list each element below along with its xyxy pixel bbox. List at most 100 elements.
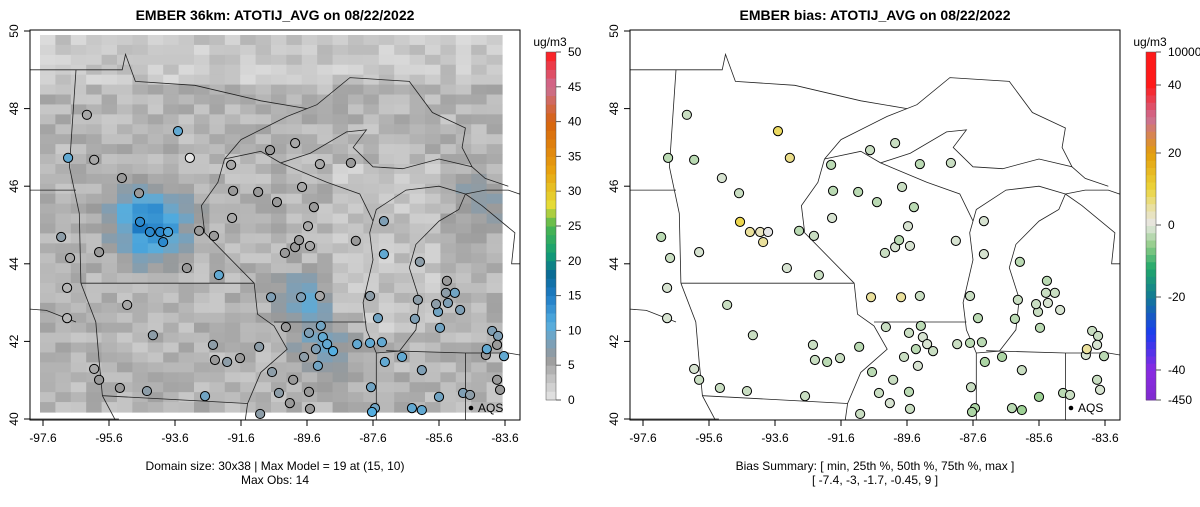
- model-cell: [471, 114, 488, 125]
- model-cell: [209, 44, 226, 56]
- obs-station-point: [378, 216, 389, 227]
- model-cell: [332, 183, 349, 195]
- obs-station-point: [310, 344, 322, 355]
- model-cell: [240, 392, 257, 403]
- model-cell: [455, 342, 472, 354]
- model-cell: [209, 402, 226, 413]
- model-cell: [317, 193, 334, 205]
- model-cell: [194, 94, 210, 106]
- model-cell: [394, 263, 411, 274]
- colorbar-swatch: [1146, 240, 1156, 249]
- model-cell: [147, 223, 164, 235]
- obs-station-point: [406, 403, 418, 414]
- model-cell: [301, 134, 318, 145]
- model-cell: [55, 382, 72, 393]
- model-cell: [317, 392, 334, 403]
- model-cell: [332, 402, 349, 413]
- model-cell: [409, 263, 426, 274]
- bias-station-point: [834, 352, 846, 364]
- model-cell: [40, 223, 56, 235]
- obs-station-point: [207, 339, 219, 350]
- bias-station-point: [896, 181, 908, 193]
- bias-station-point: [888, 374, 899, 385]
- colorbar-swatch: [1146, 117, 1156, 125]
- model-cell: [471, 193, 488, 205]
- model-cell: [163, 54, 180, 66]
- obs-station-point: [213, 269, 224, 281]
- model-cell: [224, 173, 241, 185]
- model-cell: [255, 144, 272, 155]
- model-cell: [40, 312, 56, 324]
- model-cell: [117, 263, 133, 274]
- colorbar-frame: [1145, 51, 1157, 401]
- bias-station-point: [904, 403, 916, 415]
- model-cell: [286, 193, 303, 205]
- obs-station-point: [61, 282, 73, 293]
- x-tick-label: -97.6: [29, 431, 57, 445]
- model-cell: [194, 332, 210, 344]
- model-cell: [132, 193, 149, 205]
- model-cell: [378, 273, 395, 284]
- bias-station-point: [903, 386, 915, 397]
- model-cell: [178, 203, 195, 215]
- model-cell: [255, 193, 272, 205]
- model-cell: [378, 372, 395, 383]
- model-cell: [286, 312, 303, 324]
- model-cell: [286, 213, 303, 225]
- obs-station-point: [315, 320, 326, 331]
- model-cell: [55, 352, 72, 363]
- model-cell: [86, 104, 103, 115]
- model-cell: [101, 84, 118, 96]
- model-cell: [271, 84, 287, 96]
- obs-station-point: [254, 341, 265, 352]
- boundary-line: [986, 350, 1066, 354]
- model-cell: [301, 173, 318, 185]
- model-cell: [378, 104, 395, 115]
- model-cell: [271, 64, 287, 76]
- model-cell: [425, 273, 441, 284]
- model-cell: [132, 263, 149, 274]
- model-cell: [363, 54, 380, 66]
- model-cell: [163, 64, 180, 76]
- obs-station-point: [295, 292, 307, 303]
- model-cell: [486, 44, 503, 56]
- model-cell: [332, 84, 349, 96]
- bias-station-point: [864, 145, 876, 156]
- model-cell: [55, 253, 72, 264]
- model-cell: [425, 35, 441, 46]
- model-cell: [194, 74, 210, 86]
- model-cell: [101, 104, 118, 115]
- model-cell: [348, 35, 364, 46]
- model-cell: [301, 352, 318, 363]
- boundary-line: [30, 52, 308, 109]
- model-cell: [224, 233, 241, 244]
- model-cell: [178, 253, 195, 264]
- model-cell: [271, 243, 287, 254]
- colorbar-tick-label: 45: [568, 80, 582, 94]
- model-cell: [378, 253, 395, 264]
- model-cell: [363, 302, 380, 314]
- model-cell: [224, 193, 241, 205]
- model-cell: [40, 233, 56, 244]
- model-cell: [224, 382, 241, 393]
- boundary-line: [522, 303, 545, 330]
- footer-line-1: Domain size: 30x38 | Max Model = 19 at (…: [146, 459, 405, 473]
- model-cell: [363, 362, 380, 373]
- model-cell: [455, 283, 472, 294]
- model-cell: [425, 382, 441, 393]
- model-cell: [409, 84, 426, 96]
- colorbar-swatch: [1146, 218, 1156, 227]
- model-cell: [240, 154, 257, 165]
- model-cell: [317, 134, 334, 145]
- model-cell: [101, 362, 118, 373]
- model-cell: [178, 94, 195, 106]
- model-cell: [348, 44, 364, 56]
- model-cell: [409, 392, 426, 403]
- model-cell: [271, 382, 287, 393]
- model-cell: [286, 362, 303, 373]
- obs-station-point: [416, 365, 427, 376]
- model-cell: [440, 332, 457, 344]
- model-cell: [40, 203, 56, 215]
- model-cell: [486, 35, 503, 46]
- map-boundaries: [630, 52, 1120, 420]
